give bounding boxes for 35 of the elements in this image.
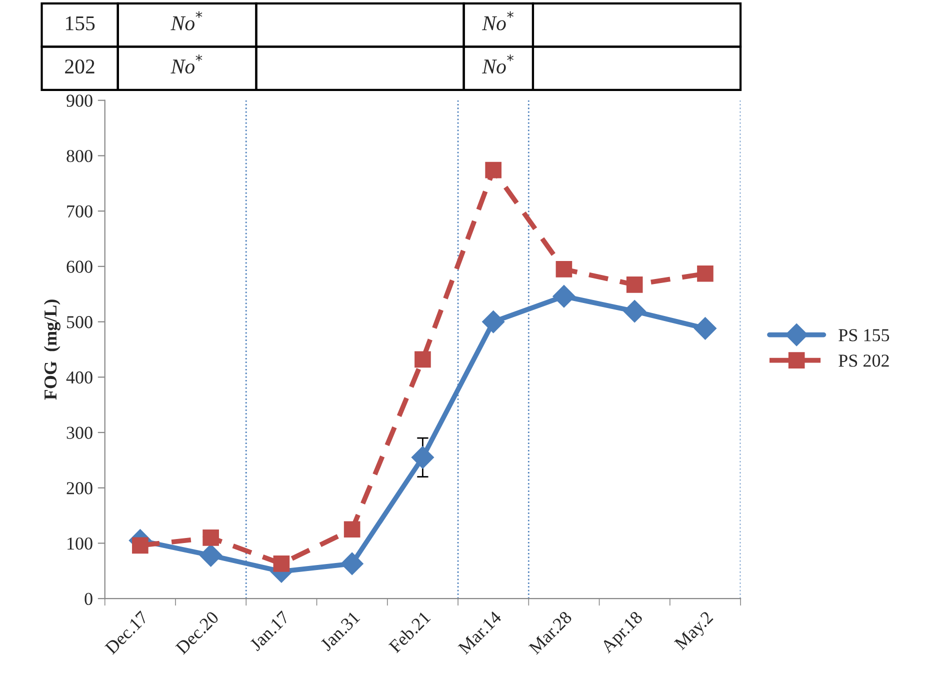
y-tick-label: 900 [66, 94, 92, 107]
text: No$^{*}$ [170, 54, 202, 74]
y-tick-label: 300 [66, 426, 92, 439]
y-tick-label: 500 [67, 316, 92, 328]
y-tick-label: 800 [66, 150, 92, 162]
point [482, 310, 505, 334]
point [552, 284, 576, 308]
point [697, 265, 714, 282]
text: 155 [66, 16, 95, 30]
y-axis-title: FOG (mg/L) [44, 300, 60, 400]
point [626, 276, 643, 293]
point [340, 552, 364, 576]
point [556, 261, 572, 278]
point [273, 556, 290, 572]
legend-label: PS 202 [838, 354, 889, 367]
point [623, 300, 646, 323]
text: No$^{*}$ [170, 11, 202, 30]
y-tick-label: 100 [68, 537, 92, 550]
y-tick-label: 200 [66, 482, 92, 494]
point [199, 544, 222, 567]
text: 202 [65, 59, 94, 74]
point [485, 162, 502, 178]
text: No$^{*}$ [482, 11, 514, 30]
point [694, 317, 717, 340]
y-tick-label: 700 [67, 205, 92, 218]
point [132, 537, 148, 554]
legend-label: PS 155 [838, 329, 890, 342]
point [344, 521, 360, 538]
point [414, 351, 431, 368]
text: No$^{*}$ [482, 54, 514, 74]
point [202, 530, 219, 546]
y-tick-label: 400 [66, 371, 92, 384]
y-tick-label: 600 [66, 260, 92, 273]
y-tick-label: 0 [84, 592, 92, 606]
point [411, 446, 434, 469]
